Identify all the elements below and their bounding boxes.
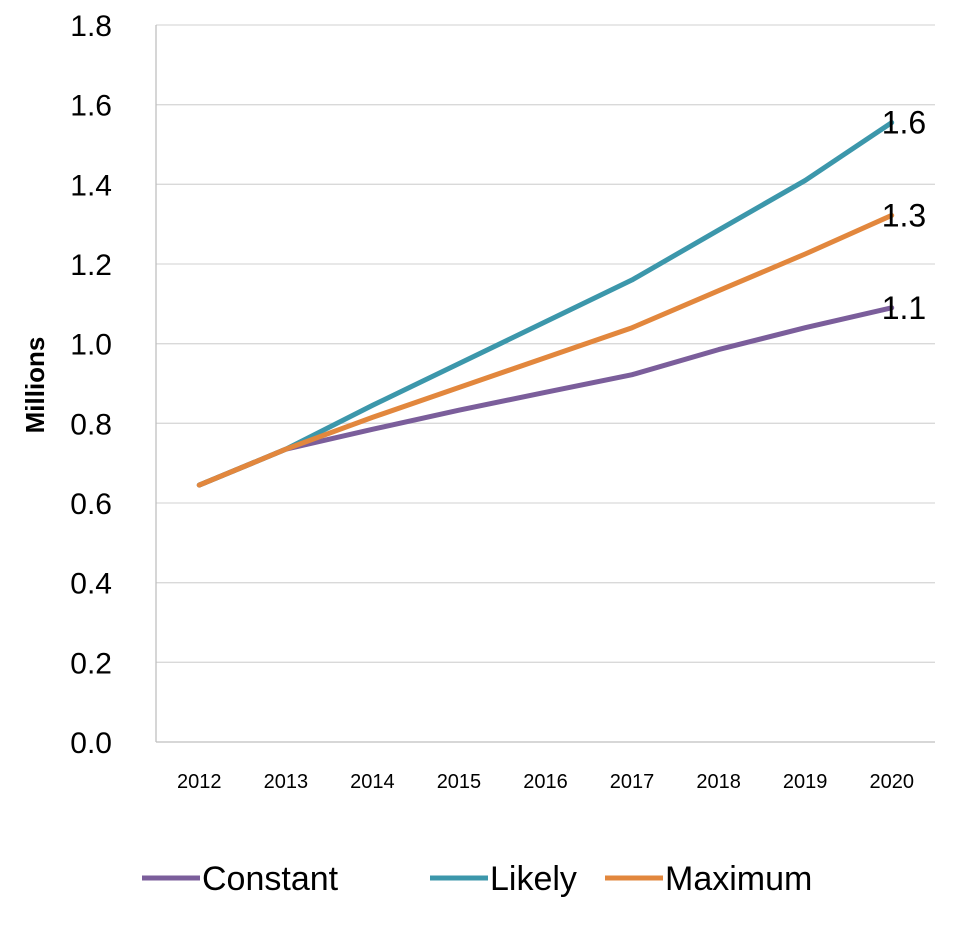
data-label-maximum: 1.3 — [882, 197, 926, 233]
axes — [155, 25, 935, 743]
data-label-likely: 1.6 — [882, 105, 926, 141]
x-tick-label: 2014 — [350, 771, 395, 793]
legend-label-likely: Likely — [490, 860, 577, 898]
x-tick-label: 2018 — [696, 771, 741, 793]
legend: Constant Likely Maximum — [142, 860, 812, 898]
series-lines — [196, 120, 895, 488]
y-tick-label: 1.4 — [70, 169, 112, 202]
x-tick-label: 2020 — [869, 771, 914, 793]
y-axis-ticks: 0.0 0.2 0.4 0.6 0.8 1.0 1.2 1.4 1.6 1.8 — [70, 10, 112, 760]
data-label-constant: 1.1 — [882, 290, 926, 326]
y-tick-label: 1.6 — [70, 90, 112, 123]
legend-label-constant: Constant — [202, 860, 339, 898]
gridlines — [156, 24, 935, 663]
y-axis-label: Millions — [20, 337, 50, 434]
y-tick-label: 1.0 — [70, 329, 112, 362]
x-tick-label: 2017 — [610, 771, 655, 793]
x-tick-label: 2019 — [783, 771, 828, 793]
y-tick-label: 0.8 — [70, 408, 112, 441]
y-tick-label: 0.4 — [70, 568, 112, 601]
legend-label-maximum: Maximum — [665, 860, 812, 898]
y-tick-label: 1.2 — [70, 249, 112, 282]
x-tick-label: 2015 — [437, 771, 482, 793]
y-tick-label: 1.8 — [70, 10, 112, 43]
series-line-constant — [196, 305, 895, 488]
x-axis-ticks: 2012 2013 2014 2015 2016 2017 2018 2019 2020 — [177, 771, 914, 793]
series-line-maximum — [196, 212, 895, 488]
x-tick-label: 2012 — [177, 771, 222, 793]
y-tick-label: 0.2 — [70, 647, 112, 680]
y-tick-label: 0.6 — [70, 488, 112, 521]
x-tick-label: 2016 — [523, 771, 568, 793]
series-line-likely — [196, 120, 895, 488]
data-labels: 1.1 1.6 1.3 — [882, 105, 926, 326]
x-tick-label: 2013 — [264, 771, 309, 793]
y-tick-label: 0.0 — [70, 727, 112, 760]
